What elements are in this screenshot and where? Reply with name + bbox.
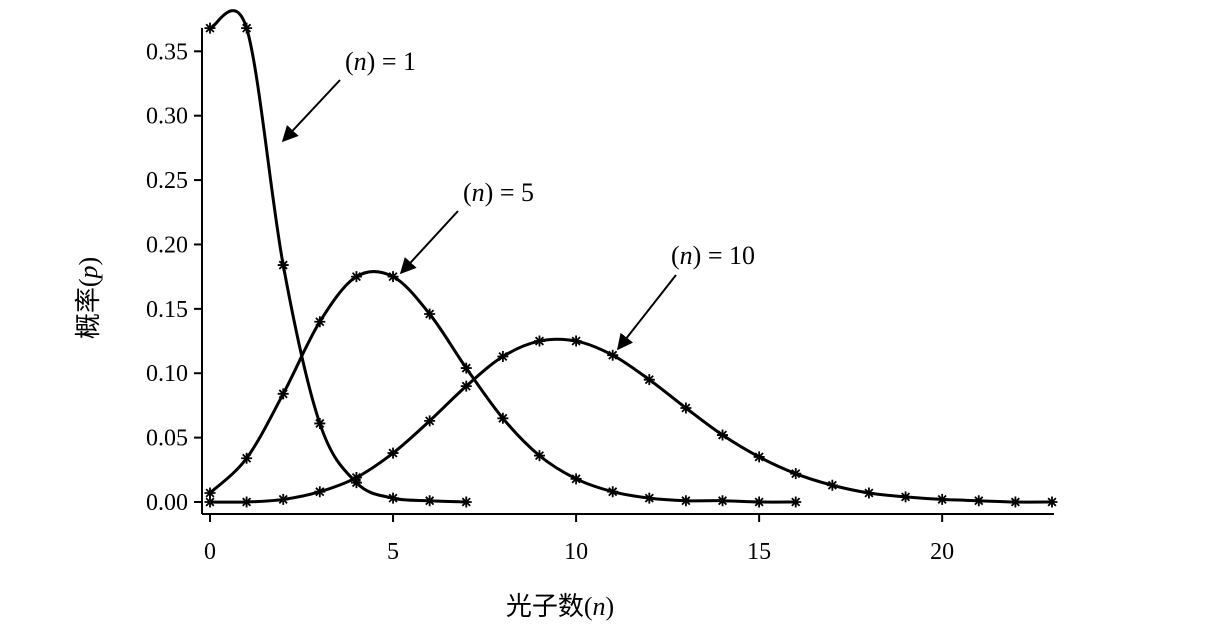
annotation-variable: n xyxy=(354,47,367,76)
x-tick-label-0: 0 xyxy=(204,539,216,565)
y-tick-label-0.25: 0.25 xyxy=(146,168,188,194)
data-point xyxy=(790,496,802,508)
y-axis-title-prefix: 概率( xyxy=(74,279,103,340)
y-tick-label-0.30: 0.30 xyxy=(146,104,188,130)
annotation-prefix: ( xyxy=(463,178,472,207)
annotation-arrow-2 xyxy=(399,210,459,275)
data-point xyxy=(241,452,253,464)
series-3 xyxy=(204,335,1058,508)
data-point xyxy=(387,492,399,504)
y-tick-label-0.35: 0.35 xyxy=(146,39,188,65)
data-point xyxy=(607,349,619,361)
annotation-variable: n xyxy=(472,178,485,207)
annotation-layer: (n) = 1(n) = 5(n) = 10 xyxy=(281,47,755,351)
x-tick-label-5: 5 xyxy=(387,539,399,565)
y-tick-label-0.05: 0.05 xyxy=(146,426,188,452)
data-point xyxy=(460,496,472,508)
y-tick-label-0.20: 0.20 xyxy=(146,232,188,258)
data-point xyxy=(424,415,436,427)
y-axis-title-variable: p xyxy=(74,266,103,281)
data-point xyxy=(680,402,692,414)
data-point xyxy=(1046,496,1058,508)
annotation-suffix: ) = 10 xyxy=(693,241,755,270)
data-point xyxy=(570,473,582,485)
annotation-suffix: ) = 5 xyxy=(485,178,534,207)
data-point xyxy=(277,259,289,271)
data-point xyxy=(277,493,289,505)
data-point xyxy=(204,487,216,499)
x-axis-title-suffix: ) xyxy=(606,592,615,621)
x-tick-label-10: 10 xyxy=(564,539,588,565)
data-point xyxy=(424,495,436,507)
data-point xyxy=(460,362,472,374)
x-tick-label-20: 20 xyxy=(930,539,954,565)
data-point xyxy=(826,479,838,491)
x-axis-title: 光子数(n) xyxy=(506,592,614,621)
data-point xyxy=(387,447,399,459)
annotation-label-2: (n) = 5 xyxy=(463,178,534,207)
data-point xyxy=(753,496,765,508)
annotation-prefix: ( xyxy=(671,241,680,270)
annotation-variable: n xyxy=(680,241,693,270)
data-point xyxy=(204,22,216,34)
data-point xyxy=(533,450,545,462)
data-point xyxy=(350,472,362,484)
data-point xyxy=(533,335,545,347)
annotation-label-3: (n) = 10 xyxy=(671,241,755,270)
data-point xyxy=(460,380,472,392)
data-point xyxy=(680,495,692,507)
y-tick-label-0.10: 0.10 xyxy=(146,361,188,387)
annotation-arrow-3 xyxy=(617,274,677,351)
data-point xyxy=(314,417,326,429)
series-line xyxy=(209,9,467,504)
data-point xyxy=(424,308,436,320)
data-point xyxy=(973,495,985,507)
data-point xyxy=(936,493,948,505)
axis-titles: 光子数(n)概率(p) xyxy=(74,257,614,621)
data-point xyxy=(277,388,289,400)
data-point xyxy=(497,350,509,362)
data-point xyxy=(387,271,399,283)
data-point xyxy=(314,486,326,498)
y-axis-title-suffix: ) xyxy=(74,257,103,266)
series-layer xyxy=(204,9,1058,508)
annotation-suffix: ) = 1 xyxy=(367,47,416,76)
data-point xyxy=(497,412,509,424)
data-point xyxy=(717,495,729,507)
series-line xyxy=(209,337,1053,504)
data-point xyxy=(643,492,655,504)
data-point xyxy=(314,316,326,328)
annotation-prefix: ( xyxy=(345,47,354,76)
data-point xyxy=(350,271,362,283)
series-line xyxy=(208,270,796,504)
data-point xyxy=(790,468,802,480)
data-point xyxy=(570,335,582,347)
data-point xyxy=(753,451,765,463)
axes: 0 5 10 15 20 0.00 0.05 0.10 0.15 0.20 0.25 0.30 0.35 xyxy=(146,28,1054,565)
data-point xyxy=(900,491,912,503)
y-tick-label-0.00: 0.00 xyxy=(146,490,188,516)
x-tick-label-15: 15 xyxy=(747,539,771,565)
data-point xyxy=(643,374,655,386)
data-point xyxy=(717,429,729,441)
x-axis-title-variable: n xyxy=(593,592,606,621)
data-point xyxy=(204,496,216,508)
data-point xyxy=(607,486,619,498)
annotation-label-1: (n) = 1 xyxy=(345,47,416,76)
series-2 xyxy=(204,270,802,508)
data-point xyxy=(1009,496,1021,508)
series-1 xyxy=(204,9,472,508)
annotation-arrow-1 xyxy=(281,79,341,143)
x-axis-title-prefix: 光子数( xyxy=(506,592,593,621)
data-point xyxy=(863,487,875,499)
y-axis-title: 概率(p) xyxy=(74,257,103,339)
data-point xyxy=(241,22,253,34)
y-tick-label-0.15: 0.15 xyxy=(146,297,188,323)
data-point xyxy=(241,496,253,508)
